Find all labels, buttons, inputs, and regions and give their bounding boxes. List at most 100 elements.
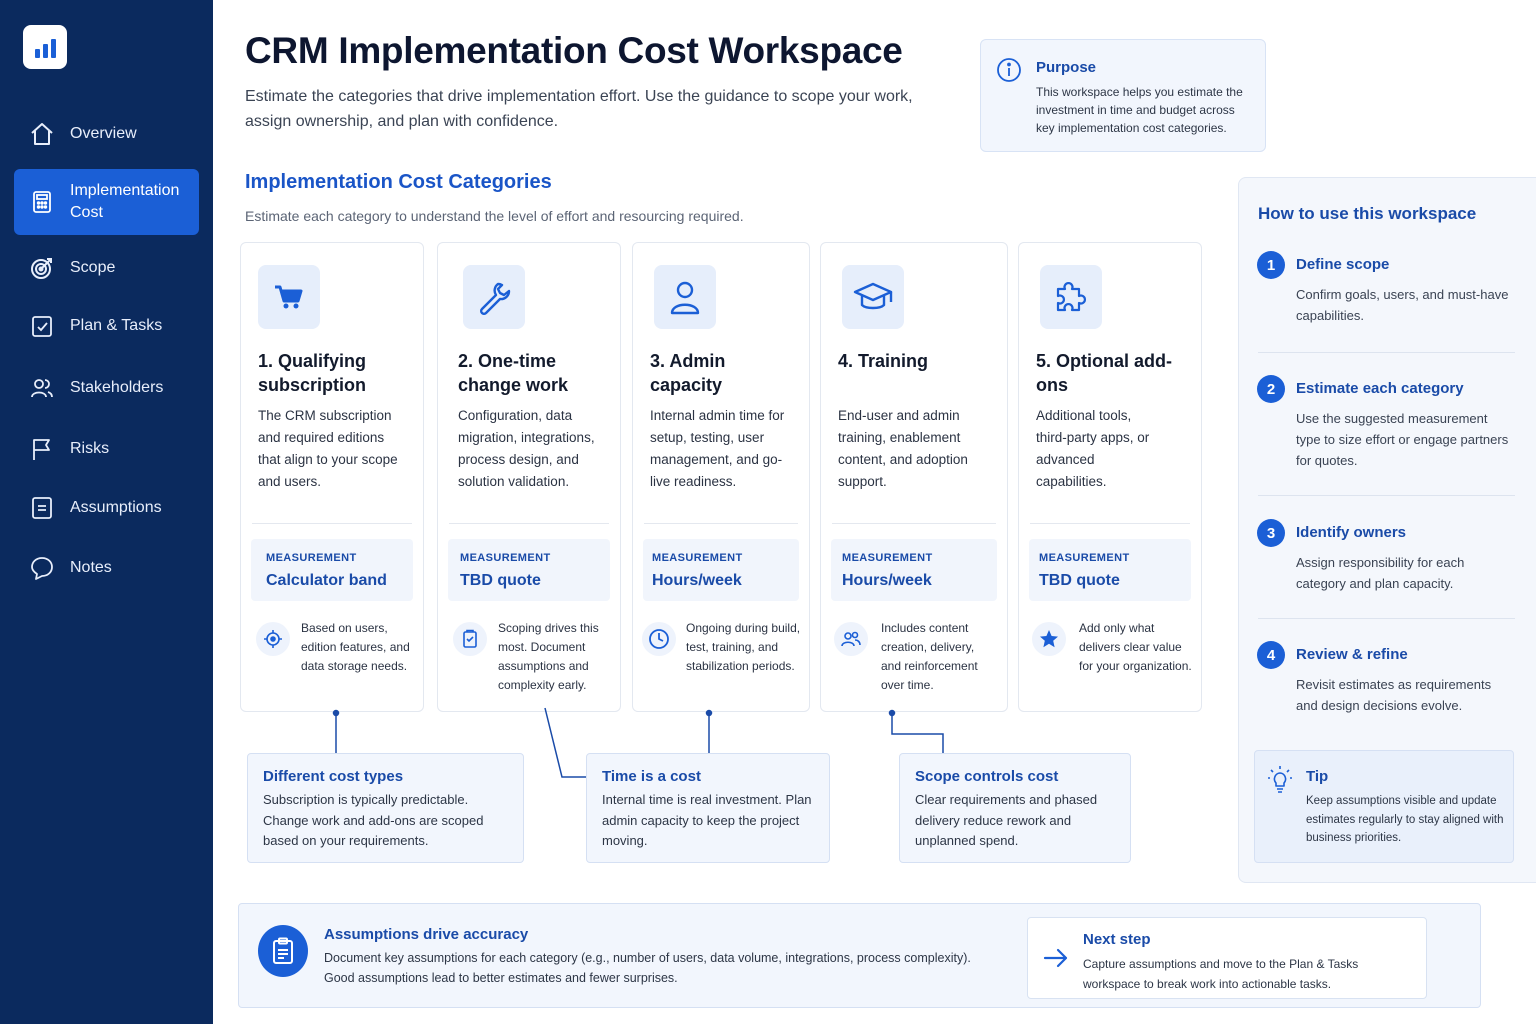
divider xyxy=(252,523,412,524)
measurement-value: Hours/week xyxy=(652,572,742,589)
user-icon xyxy=(654,265,716,329)
divider xyxy=(1030,523,1190,524)
category-title: 5. Optional add-ons xyxy=(1036,351,1173,395)
callout-scope-cost: Scope controls cost Clear requirements a… xyxy=(899,753,1131,863)
divider xyxy=(1258,352,1515,353)
measurement-box: MEASUREMENT Hours/week xyxy=(643,539,799,601)
flag-icon xyxy=(29,436,55,462)
page-title: CRM Implementation Cost Workspace xyxy=(245,30,903,71)
sidebar-item-notes[interactable]: Notes xyxy=(14,554,199,582)
measurement-value: Hours/week xyxy=(842,572,932,589)
clock-icon xyxy=(642,622,676,656)
sidebar-item-label: Risks xyxy=(70,440,110,457)
step-title: Define scope xyxy=(1296,256,1390,273)
sidebar-item-stakeholders[interactable]: Stakeholders xyxy=(14,374,199,402)
sidebar-item-scope[interactable]: Scope xyxy=(14,254,199,282)
sidebar-item-label: Plan & Tasks xyxy=(70,317,163,334)
category-note: Scoping drives this most. Document assum… xyxy=(498,621,599,692)
measurement-box: MEASUREMENT Hours/week xyxy=(831,539,997,601)
divider xyxy=(449,523,609,524)
calculator-icon xyxy=(29,189,55,215)
graduation-cap-icon xyxy=(842,265,904,329)
arrow-right-icon xyxy=(1042,944,1070,977)
step-text: Assign responsibility for each category … xyxy=(1296,555,1465,591)
category-card-subscription[interactable]: 1. Qualifying subscription The CRM subsc… xyxy=(240,242,424,712)
category-description: Additional tools, third-party apps, or a… xyxy=(1036,408,1150,489)
measurement-label: MEASUREMENT xyxy=(1039,552,1130,564)
step-number: 4 xyxy=(1257,641,1285,669)
divider xyxy=(644,523,798,524)
measurement-box: MEASUREMENT TBD quote xyxy=(448,539,610,601)
category-note: Ongoing during build, test, training, an… xyxy=(686,621,801,673)
category-description: End-user and admin training, enablement … xyxy=(838,408,968,489)
target-icon xyxy=(29,255,55,281)
sidebar-item-label: Overview xyxy=(70,125,137,142)
category-note: Based on users, edition features, and da… xyxy=(301,621,410,673)
divider xyxy=(1258,618,1515,619)
clipboard-icon xyxy=(258,925,308,977)
sidebar-item-label: Implementation Cost xyxy=(70,182,180,221)
sidebar-item-label: Scope xyxy=(70,259,116,276)
purpose-title: Purpose xyxy=(1036,59,1097,76)
measurement-value: TBD quote xyxy=(460,572,541,589)
step-text: Use the suggested measurement type to si… xyxy=(1296,411,1509,468)
measurement-label: MEASUREMENT xyxy=(652,552,743,564)
step-text: Confirm goals, users, and must-have capa… xyxy=(1296,287,1509,323)
tip-text: Keep assumptions visible and update esti… xyxy=(1306,795,1504,844)
callout-text: Internal time is real investment. Plan a… xyxy=(602,792,812,848)
callout-text: Subscription is typically predictable. C… xyxy=(263,792,484,848)
cart-icon xyxy=(258,265,320,329)
measurement-value: TBD quote xyxy=(1039,572,1120,589)
category-card-training[interactable]: 4. Training End-user and admin training,… xyxy=(820,242,1008,712)
category-description: Internal admin time for setup, testing, … xyxy=(650,408,785,489)
tip-box: Tip Keep assumptions visible and update … xyxy=(1254,750,1514,863)
next-step-title: Next step xyxy=(1083,931,1151,948)
banner-title: Assumptions drive accuracy xyxy=(324,926,529,943)
sidebar-item-label: Assumptions xyxy=(70,499,162,516)
measurement-label: MEASUREMENT xyxy=(842,552,933,564)
lightbulb-icon xyxy=(1267,765,1293,800)
callout-text: Clear requirements and phased delivery r… xyxy=(915,792,1098,848)
sidebar-item-label: Notes xyxy=(70,559,112,576)
assumptions-banner: Assumptions drive accuracy Document key … xyxy=(238,903,1481,1008)
category-card-optional-addons[interactable]: 5. Optional add-ons Additional tools, th… xyxy=(1018,242,1202,712)
list-icon xyxy=(29,495,55,521)
category-title: 3. Admin capacity xyxy=(650,351,726,395)
sidebar-item-risks[interactable]: Risks xyxy=(14,435,199,463)
category-note: Add only what delivers clear value for y… xyxy=(1079,621,1192,673)
group-icon xyxy=(834,622,868,656)
wrench-icon xyxy=(463,265,525,329)
section-title: Implementation Cost Categories xyxy=(245,171,552,193)
measurement-box: MEASUREMENT TBD quote xyxy=(1029,539,1191,601)
checklist-icon xyxy=(29,313,55,339)
info-icon xyxy=(996,57,1022,88)
measurement-box: MEASUREMENT Calculator band xyxy=(251,539,413,601)
category-card-change-work[interactable]: 2. One-time change work Configuration, d… xyxy=(437,242,621,712)
crosshair-icon xyxy=(256,622,290,656)
measurement-value: Calculator band xyxy=(266,572,387,589)
section-subtitle: Estimate each category to understand the… xyxy=(245,208,744,224)
callout-title: Scope controls cost xyxy=(915,768,1059,785)
callout-time-cost: Time is a cost Internal time is real inv… xyxy=(586,753,830,863)
sidebar: Overview Implementation Cost Scope Plan … xyxy=(0,0,213,1024)
next-step-card[interactable]: Next step Capture assumptions and move t… xyxy=(1027,917,1427,999)
sidebar-item-label: Stakeholders xyxy=(70,379,164,396)
category-card-admin-capacity[interactable]: 3. Admin capacity Internal admin time fo… xyxy=(632,242,810,712)
sidebar-item-implementation-cost[interactable]: Implementation Cost xyxy=(14,169,199,235)
category-description: The CRM subscription and required editio… xyxy=(258,408,398,489)
sidebar-item-overview[interactable]: Overview xyxy=(14,120,199,148)
category-title: 2. One-time change work xyxy=(458,351,569,395)
step-number: 2 xyxy=(1257,375,1285,403)
category-note: Includes content creation, delivery, and… xyxy=(881,621,978,692)
step-title: Identify owners xyxy=(1296,524,1407,541)
callout-title: Different cost types xyxy=(263,768,404,785)
sidebar-item-assumptions[interactable]: Assumptions xyxy=(14,494,199,522)
divider xyxy=(832,523,996,524)
sidebar-item-plan-tasks[interactable]: Plan & Tasks xyxy=(14,312,199,340)
measurement-label: MEASUREMENT xyxy=(460,552,551,564)
banner-text: Document key assumptions for each catego… xyxy=(324,951,971,985)
step-number: 3 xyxy=(1257,519,1285,547)
callout-title: Time is a cost xyxy=(602,768,701,785)
bar-chart-icon[interactable] xyxy=(23,25,67,69)
how-to-panel: How to use this workspace 1 Define scope… xyxy=(1238,177,1536,883)
